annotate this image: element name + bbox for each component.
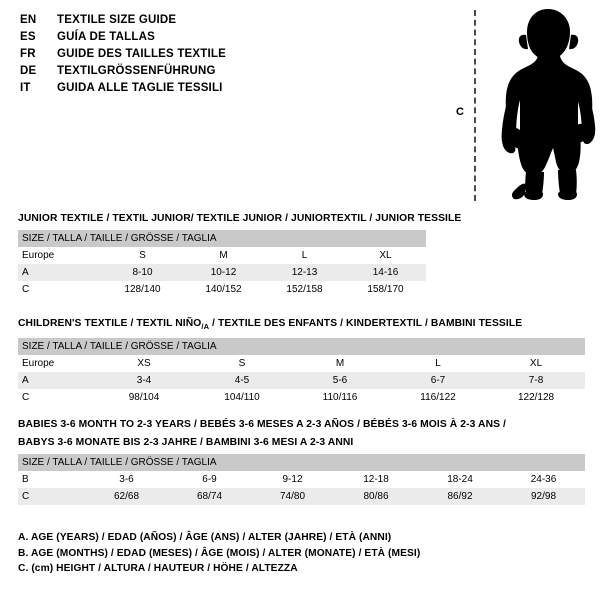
babies-band-row: SIZE / TALLA / TAILLE / GRÖSSE / TAGLIA bbox=[18, 454, 586, 471]
cell: 8-10 bbox=[102, 264, 183, 281]
cell: 74/80 bbox=[251, 488, 334, 505]
language-title-de: TEXTILGRÖSSENFÜHRUNG bbox=[57, 65, 216, 77]
language-header: EN TEXTILE SIZE GUIDE ES GUÍA DE TALLAS … bbox=[20, 12, 420, 97]
language-code-en: EN bbox=[20, 14, 37, 26]
junior-band-label: SIZE / TALLA / TAILLE / GRÖSSE / TAGLIA bbox=[18, 230, 427, 247]
babies-band-label: SIZE / TALLA / TAILLE / GRÖSSE / TAGLIA bbox=[18, 454, 586, 471]
legend-line-c: C. (cm) HEIGHT / ALTURA / HAUTEUR / HÖHE… bbox=[18, 563, 298, 574]
table-row: A 3-4 4-5 5-6 6-7 7-8 bbox=[18, 372, 586, 390]
cell: 7-8 bbox=[487, 372, 586, 390]
cell: 12-13 bbox=[264, 264, 345, 281]
cell: 122/128 bbox=[487, 389, 586, 407]
cell: 3-6 bbox=[85, 471, 168, 488]
babies-size-table: SIZE / TALLA / TAILLE / GRÖSSE / TAGLIA … bbox=[18, 454, 586, 505]
language-row-en: EN TEXTILE SIZE GUIDE bbox=[20, 12, 420, 29]
cell: 68/74 bbox=[168, 488, 251, 505]
cell: 98/104 bbox=[95, 389, 193, 407]
cell: XS bbox=[95, 355, 193, 373]
cell: 140/152 bbox=[183, 281, 264, 298]
section-junior-title: JUNIOR TEXTILE / TEXTIL JUNIOR/ TEXTILE … bbox=[18, 213, 462, 224]
cell: XL bbox=[487, 355, 586, 373]
cell: S bbox=[193, 355, 291, 373]
cell: 24-36 bbox=[502, 471, 586, 488]
table-row: Europe S M L XL bbox=[18, 247, 427, 264]
cell: 128/140 bbox=[102, 281, 183, 298]
cell: 14-16 bbox=[345, 264, 427, 281]
table-row: C 62/68 68/74 74/80 80/86 86/92 92/98 bbox=[18, 488, 586, 505]
language-code-de: DE bbox=[20, 65, 37, 77]
row-label: Europe bbox=[18, 247, 102, 264]
table-row: Europe XS S M L XL bbox=[18, 355, 586, 373]
language-code-es: ES bbox=[20, 31, 36, 43]
section-children-title: CHILDREN'S TEXTILE / TEXTIL NIÑO/A / TEX… bbox=[18, 317, 585, 334]
language-row-it: IT GUIDA ALLE TAGLIE TESSILI bbox=[20, 80, 420, 97]
language-code-fr: FR bbox=[20, 48, 36, 60]
row-label: Europe bbox=[18, 355, 95, 373]
cell: 9-12 bbox=[251, 471, 334, 488]
cell: 104/110 bbox=[193, 389, 291, 407]
language-title-fr: GUIDE DES TAILLES TEXTILE bbox=[57, 48, 226, 60]
cell: 12-18 bbox=[334, 471, 418, 488]
cell: 10-12 bbox=[183, 264, 264, 281]
cell: 158/170 bbox=[345, 281, 427, 298]
table-row: C 98/104 104/110 110/116 116/122 122/128 bbox=[18, 389, 586, 407]
toddler-silhouette-icon bbox=[501, 9, 596, 200]
table-row: C 128/140 140/152 152/158 158/170 bbox=[18, 281, 427, 298]
children-band-row: SIZE / TALLA / TAILLE / GRÖSSE / TAGLIA bbox=[18, 338, 586, 356]
cell: 4-5 bbox=[193, 372, 291, 390]
language-row-es: ES GUÍA DE TALLAS bbox=[20, 29, 420, 46]
cell: 116/122 bbox=[389, 389, 487, 407]
section-junior-textile: JUNIOR TEXTILE / TEXTIL JUNIOR/ TEXTILE … bbox=[18, 212, 462, 298]
row-label: B bbox=[18, 471, 85, 488]
cell: 5-6 bbox=[291, 372, 389, 390]
cell: M bbox=[183, 247, 264, 264]
cell: 6-9 bbox=[168, 471, 251, 488]
junior-size-table: SIZE / TALLA / TAILLE / GRÖSSE / TAGLIA … bbox=[18, 230, 427, 298]
cell: 110/116 bbox=[291, 389, 389, 407]
children-band-label: SIZE / TALLA / TAILLE / GRÖSSE / TAGLIA bbox=[18, 338, 586, 356]
table-row: B 3-6 6-9 9-12 12-18 18-24 24-36 bbox=[18, 471, 586, 488]
legend-line-a: A. AGE (YEARS) / EDAD (AÑOS) / ÂGE (ANS)… bbox=[18, 532, 392, 543]
cell: 92/98 bbox=[502, 488, 586, 505]
row-label: A bbox=[18, 372, 95, 390]
cell: L bbox=[264, 247, 345, 264]
language-title-es: GUÍA DE TALLAS bbox=[57, 31, 155, 43]
section-babies-textile: BABIES 3-6 MONTH TO 2-3 YEARS / BEBÉS 3-… bbox=[18, 418, 586, 505]
cell: M bbox=[291, 355, 389, 373]
cell: 3-4 bbox=[95, 372, 193, 390]
cell: 80/86 bbox=[334, 488, 418, 505]
height-marker-label: C bbox=[456, 106, 464, 118]
cell: XL bbox=[345, 247, 427, 264]
cell: L bbox=[389, 355, 487, 373]
section-children-title-after: / TEXTILE DES ENFANTS / KINDERTEXTIL / B… bbox=[209, 318, 523, 329]
section-babies-title-line1: BABIES 3-6 MONTH TO 2-3 YEARS / BEBÉS 3-… bbox=[18, 419, 506, 430]
row-label: A bbox=[18, 264, 102, 281]
table-row: A 8-10 10-12 12-13 14-16 bbox=[18, 264, 427, 281]
cell: 62/68 bbox=[85, 488, 168, 505]
height-measurement-figure: C bbox=[440, 0, 600, 212]
junior-band-row: SIZE / TALLA / TAILLE / GRÖSSE / TAGLIA bbox=[18, 230, 427, 247]
measurement-legend: A. AGE (YEARS) / EDAD (AÑOS) / ÂGE (ANS)… bbox=[18, 530, 420, 577]
row-label: C bbox=[18, 389, 95, 407]
legend-line-b: B. AGE (MONTHS) / EDAD (MESES) / ÂGE (MO… bbox=[18, 547, 421, 559]
section-babies-title-line2: BABYS 3-6 MONATE BIS 2-3 JAHRE / BAMBINI… bbox=[18, 437, 354, 448]
language-title-en: TEXTILE SIZE GUIDE bbox=[57, 14, 177, 26]
height-dashed-line-icon bbox=[474, 10, 476, 201]
language-title-it: GUIDA ALLE TAGLIE TESSILI bbox=[57, 82, 223, 94]
cell: 152/158 bbox=[264, 281, 345, 298]
cell: 18-24 bbox=[418, 471, 502, 488]
language-row-fr: FR GUIDE DES TAILLES TEXTILE bbox=[20, 46, 420, 63]
row-label: C bbox=[18, 488, 85, 505]
cell: 86/92 bbox=[418, 488, 502, 505]
row-label: C bbox=[18, 281, 102, 298]
cell: S bbox=[102, 247, 183, 264]
language-row-de: DE TEXTILGRÖSSENFÜHRUNG bbox=[20, 63, 420, 80]
language-code-it: IT bbox=[20, 82, 31, 94]
section-children-title-before: CHILDREN'S TEXTILE / TEXTIL NIÑO bbox=[18, 318, 202, 329]
section-childrens-textile: CHILDREN'S TEXTILE / TEXTIL NIÑO/A / TEX… bbox=[18, 317, 586, 407]
cell: 6-7 bbox=[389, 372, 487, 390]
section-children-title-subscript: /A bbox=[201, 322, 210, 332]
children-size-table: SIZE / TALLA / TAILLE / GRÖSSE / TAGLIA … bbox=[18, 338, 586, 407]
